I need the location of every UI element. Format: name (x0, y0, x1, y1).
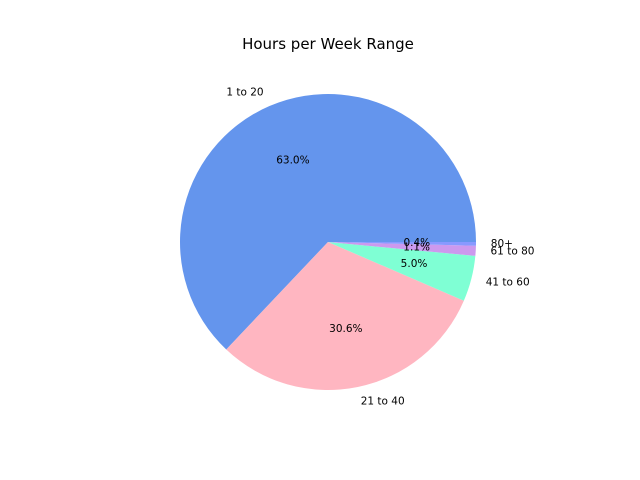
slice-percent-3: 1.1% (403, 241, 430, 253)
slice-label-0: 1 to 20 (226, 86, 263, 98)
slice-label-3: 61 to 80 (491, 246, 535, 258)
slice-label-4: 80+ (491, 238, 513, 250)
slice-label-1: 21 to 40 (361, 395, 405, 407)
chart-title: Hours per Week Range (242, 35, 414, 53)
pie-slice-2 (328, 242, 476, 301)
slice-percent-4: 0.4% (403, 237, 430, 249)
pie-slices (180, 94, 476, 391)
slice-percent-0: 63.0% (276, 154, 309, 166)
pie-slice-3 (328, 242, 476, 256)
pie-slice-0 (180, 94, 476, 350)
pie-labels: 1 to 20 63.0% 21 to 40 30.6% 41 to 60 5.0% 61 … (226, 86, 534, 407)
pie-slice-4 (328, 242, 476, 246)
slice-percent-1: 30.6% (329, 323, 362, 335)
slice-percent-2: 5.0% (401, 258, 428, 270)
slice-label-2: 41 to 60 (486, 276, 530, 288)
pie-slice-1 (226, 242, 464, 391)
